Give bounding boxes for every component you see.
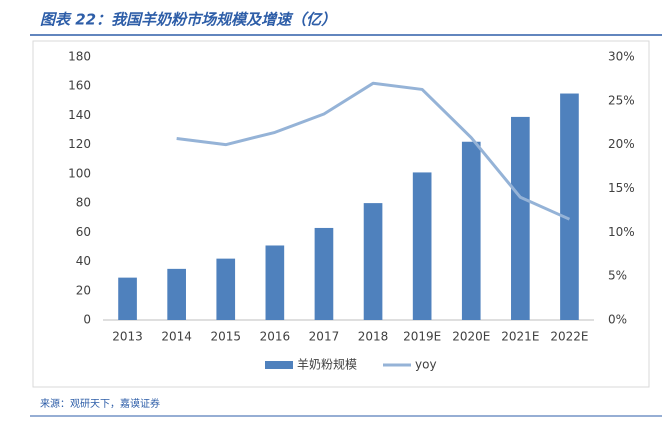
bar <box>363 203 383 320</box>
bar <box>511 116 530 321</box>
bar <box>216 258 236 320</box>
x-tick-label: 2017 <box>309 330 340 344</box>
y-tick-label: 120 <box>68 137 91 151</box>
y-tick-label: 0 <box>83 313 91 327</box>
legend-label: yoy <box>415 358 437 372</box>
y-tick-label: 40 <box>76 254 91 268</box>
y-tick-label: 60 <box>76 225 91 239</box>
bar <box>118 277 137 320</box>
bar <box>314 227 334 320</box>
x-tick-label: 2016 <box>260 330 291 344</box>
y2-tick-label: 30% <box>608 50 635 64</box>
x-tick-label: 2019E <box>403 330 441 344</box>
x-tick-label: 2020E <box>452 330 490 344</box>
bar <box>461 141 481 320</box>
x-tick-label: 2022E <box>550 330 588 344</box>
chart-frame <box>32 40 650 388</box>
x-tick-label: 2014 <box>161 330 192 344</box>
bar <box>167 268 186 320</box>
x-tick-label: 2018 <box>358 330 389 344</box>
y2-tick-label: 20% <box>608 137 635 151</box>
y-tick-label: 140 <box>68 108 91 122</box>
y2-tick-label: 5% <box>608 269 627 283</box>
y2-tick-label: 10% <box>608 225 635 239</box>
y-tick-label: 80 <box>76 196 91 210</box>
chart-title: 图表 22：我国羊奶粉市场规模及增速（亿） <box>40 11 336 29</box>
source: 来源：观研天下，嘉谟证券 <box>40 397 160 410</box>
legend-swatch <box>265 361 293 369</box>
legend-label: 羊奶粉规模 <box>297 357 357 372</box>
y-tick-label: 20 <box>76 283 91 297</box>
y-tick-label: 160 <box>68 79 91 93</box>
line <box>176 81 571 221</box>
y2-tick-label: 15% <box>608 181 635 195</box>
y2-tick-label: 25% <box>608 93 635 107</box>
y-tick-label: 180 <box>68 50 91 64</box>
x-tick-label: 2013 <box>112 330 143 344</box>
x-tick-label: 2021E <box>501 330 539 344</box>
bar <box>265 245 285 320</box>
x-tick-label: 2015 <box>210 330 241 344</box>
bar <box>412 172 432 320</box>
y2-tick-label: 0% <box>608 313 627 327</box>
y-tick-label: 100 <box>68 166 91 180</box>
bar <box>560 93 579 321</box>
